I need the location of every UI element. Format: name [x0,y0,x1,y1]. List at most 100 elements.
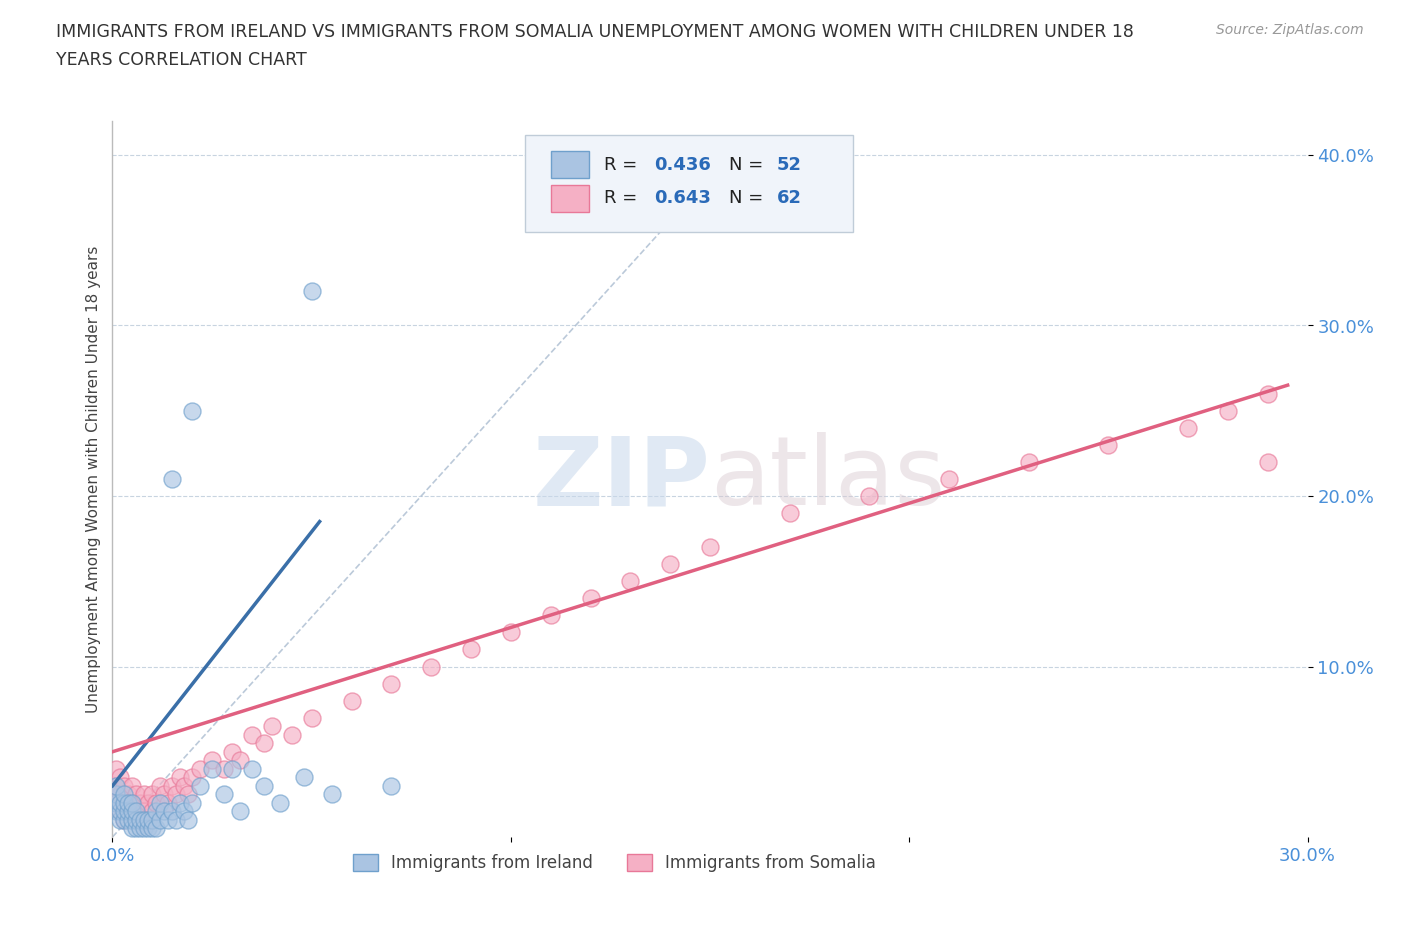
Point [177,787,200,802]
Point [114,787,135,802]
Point [460,642,482,657]
Point [121,795,143,810]
Text: IMMIGRANTS FROM IRELAND VS IMMIGRANTS FROM SOMALIA UNEMPLOYMENT AMONG WOMEN WITH: IMMIGRANTS FROM IRELAND VS IMMIGRANTS FR… [56,23,1135,41]
Point [579,591,602,605]
Point [110,804,132,819]
FancyBboxPatch shape [524,135,853,232]
Point [162,804,183,819]
Point [157,795,180,810]
Point [253,778,276,793]
Point [105,762,128,777]
Point [169,795,191,810]
Point [201,753,224,768]
Point [114,813,135,828]
Point [145,804,167,819]
Point [1097,437,1119,452]
Point [129,795,152,810]
Text: 52: 52 [778,155,801,174]
Point [540,608,562,623]
Text: N =: N = [730,189,769,207]
Point [121,778,143,793]
Point [105,804,128,819]
Point [138,813,160,828]
Point [114,813,135,828]
Point [162,778,183,793]
Point [134,821,156,836]
Point [117,795,139,810]
Point [105,795,128,810]
Point [105,778,128,793]
Point [188,762,211,777]
Point [260,719,283,734]
Point [121,813,143,828]
Point [125,804,148,819]
Legend: Immigrants from Ireland, Immigrants from Somalia: Immigrants from Ireland, Immigrants from… [346,847,883,879]
Point [121,813,143,828]
Point [240,762,263,777]
Point [938,472,960,486]
Point [105,795,128,810]
Point [105,787,128,802]
Point [165,787,187,802]
Point [114,778,135,793]
Point [229,753,252,768]
Point [1216,404,1239,418]
Point [110,813,132,828]
Point [129,813,152,828]
Point [129,813,152,828]
Text: R =: R = [603,189,643,207]
Text: atlas: atlas [710,432,945,525]
Text: 0.436: 0.436 [654,155,711,174]
Point [141,813,163,828]
Point [221,762,243,777]
Point [188,778,211,793]
Point [149,813,172,828]
Point [1257,386,1279,401]
Point [117,787,139,802]
FancyBboxPatch shape [551,151,589,179]
Point [125,787,148,802]
Point [153,787,176,802]
Point [229,804,252,819]
Point [169,770,191,785]
Point [380,778,402,793]
Point [125,821,148,836]
Point [105,778,128,793]
Point [114,795,135,810]
Point [240,727,263,742]
Point [212,762,235,777]
Point [138,795,160,810]
Point [1257,455,1279,470]
Point [110,795,132,810]
Text: 0.643: 0.643 [654,189,711,207]
Point [321,787,343,802]
Text: Source: ZipAtlas.com: Source: ZipAtlas.com [1216,23,1364,37]
Point [659,557,682,572]
Point [145,795,167,810]
Point [173,778,195,793]
Point [114,795,135,810]
Point [129,821,152,836]
Point [125,813,148,828]
Point [420,659,443,674]
Point [1177,420,1199,435]
Point [181,770,204,785]
Text: YEARS CORRELATION CHART: YEARS CORRELATION CHART [56,51,307,69]
Point [499,625,522,640]
Point [110,787,132,802]
Point [121,804,143,819]
Point [221,744,243,759]
Point [181,795,204,810]
Point [181,404,204,418]
Point [173,804,195,819]
Point [134,787,156,802]
Point [269,795,291,810]
Point [134,804,156,819]
Point [153,804,176,819]
Text: N =: N = [730,155,769,174]
Point [117,804,139,819]
FancyBboxPatch shape [551,185,589,212]
Point [145,821,167,836]
Text: R =: R = [603,155,643,174]
Point [301,284,323,299]
